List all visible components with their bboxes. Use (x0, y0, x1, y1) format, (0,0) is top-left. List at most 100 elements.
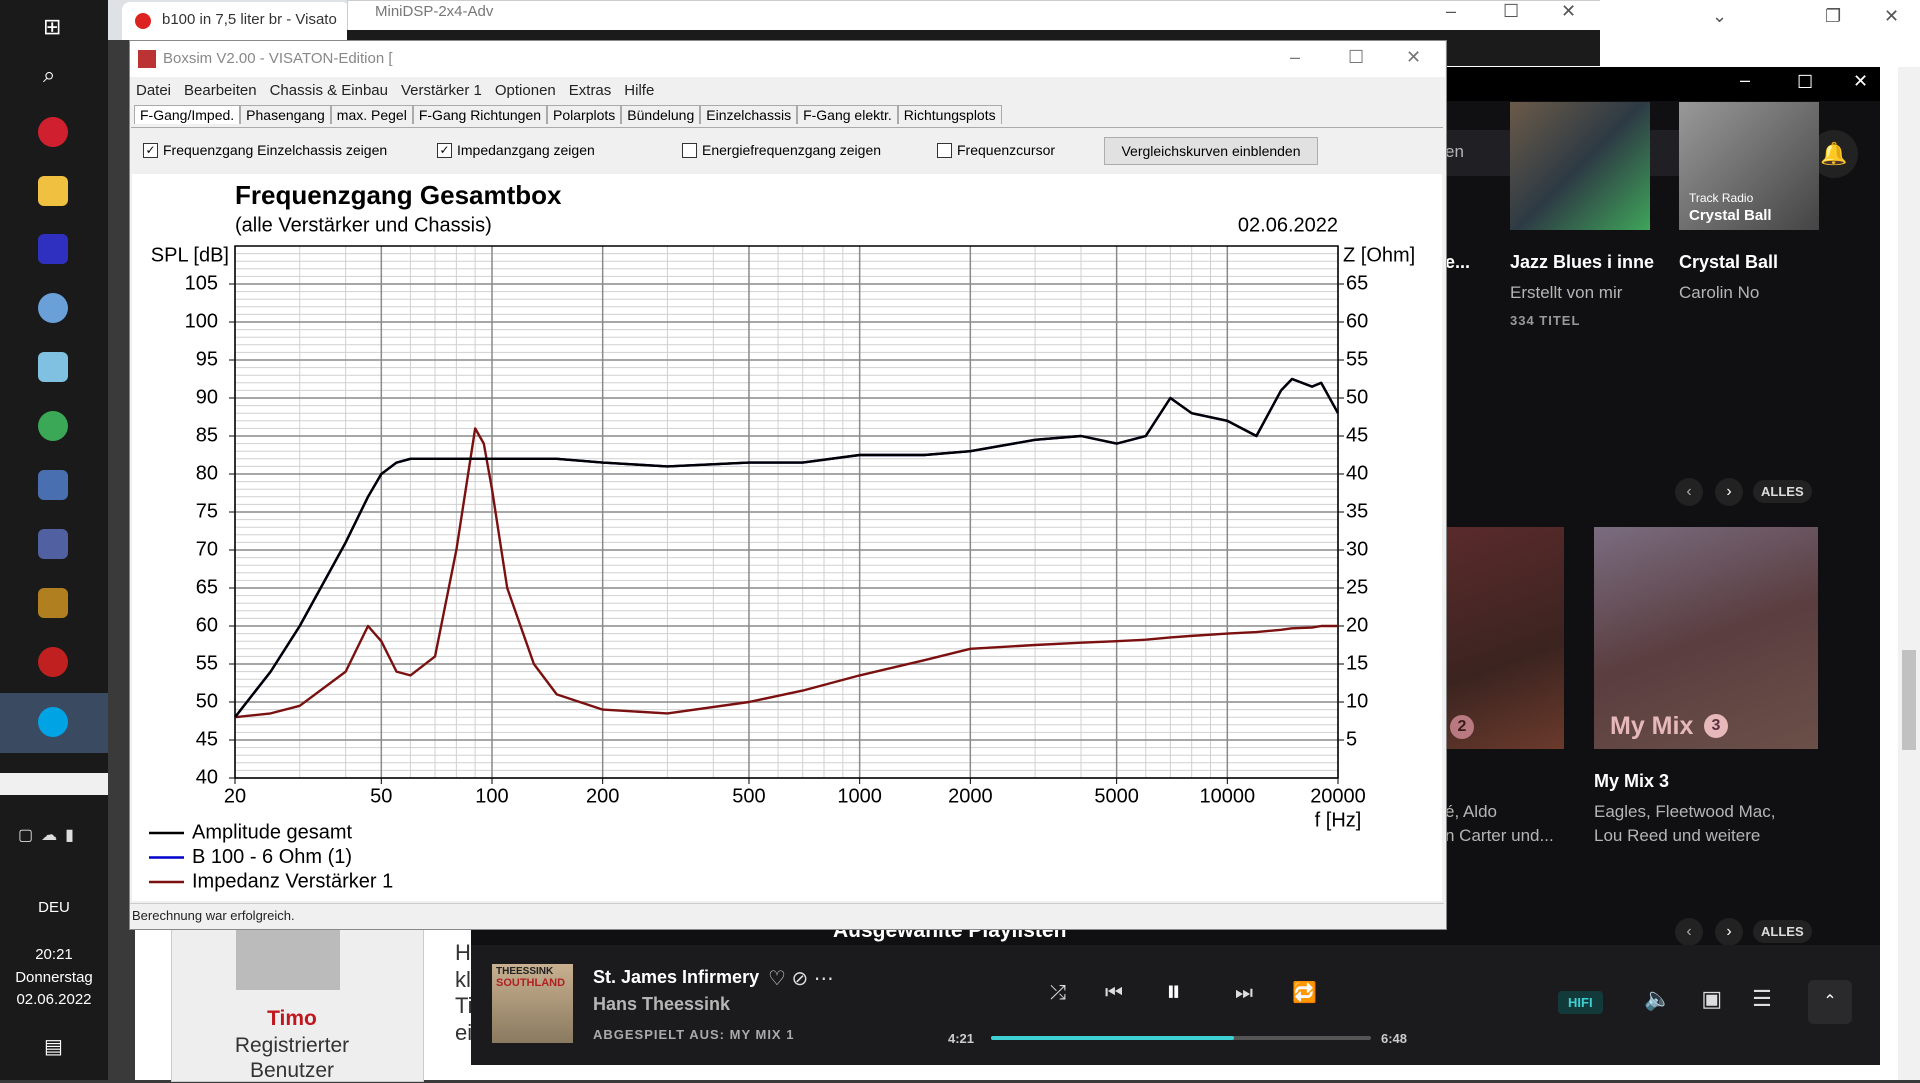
repeat[interactable]: 🔁 (1292, 982, 1317, 1004)
option-label[interactable]: Frequenzgang Einzelchassis zeigen (163, 142, 388, 158)
checkbox[interactable]: ✓ (143, 142, 158, 158)
clock-weekday[interactable]: Donnerstag (15, 969, 93, 986)
tab[interactable]: Bündelung (621, 105, 701, 124)
card1-cover[interactable] (1510, 102, 1650, 230)
tab[interactable]: Richtungsplots (897, 105, 1002, 124)
card-title[interactable]: Jazz Blues i inne (1510, 252, 1655, 272)
tab[interactable]: Polarplots (547, 105, 622, 124)
quality[interactable]: HIFI (1558, 991, 1603, 1014)
expand[interactable]: ⌃ (1808, 980, 1852, 1024)
app-icon[interactable] (38, 176, 68, 206)
app-icon[interactable] (38, 411, 68, 441)
music-close[interactable]: ✕ (1853, 71, 1869, 91)
player-tools[interactable]: 🔈▣☰ (1644, 986, 1802, 1011)
page-scrollbar[interactable] (1898, 67, 1920, 1080)
menu-item[interactable]: Hilfe (624, 82, 655, 99)
tab[interactable]: Einzelchassis (700, 105, 798, 124)
like[interactable]: ♡ ⊘ ⋯ (768, 968, 834, 990)
chrome-minimize[interactable]: ⌄ (1712, 6, 1728, 26)
tab[interactable]: F-Gang elektr. (797, 105, 898, 124)
minimize[interactable]: – (1446, 1, 1457, 21)
prev-button[interactable]: ‹ (1675, 478, 1703, 506)
shuffle[interactable]: ⤮ (1050, 982, 1066, 1004)
next-button[interactable]: › (1715, 918, 1743, 946)
search-text[interactable]: en (1445, 142, 1464, 161)
chrome-restore[interactable]: ❐ (1825, 6, 1842, 26)
tab-title[interactable]: b100 in 7,5 liter br - Visato (162, 11, 337, 28)
card-title[interactable]: Crystal Ball (1679, 252, 1779, 272)
tab[interactable]: F-Gang Richtungen (412, 105, 548, 124)
option-label[interactable]: Energiefrequenzgang zeigen (702, 142, 882, 158)
pause[interactable]: ⏸ (1166, 975, 1181, 1008)
album-title: SOUTHLAND (496, 977, 566, 989)
card-title[interactable]: e... (1445, 252, 1471, 272)
browser-tab[interactable] (122, 2, 350, 40)
checkbox[interactable] (682, 142, 697, 158)
menu-item[interactable]: Datei (136, 82, 172, 99)
next[interactable]: ⏭ (1235, 982, 1253, 1004)
x-tick-label: 50 (370, 785, 392, 807)
search[interactable]: ⌕ (43, 62, 56, 87)
app-icon[interactable] (38, 707, 68, 737)
close[interactable]: ✕ (1561, 1, 1577, 21)
album-art[interactable] (492, 964, 573, 1043)
option[interactable]: ✓ Frequenzgang Einzelchassis zeigen (143, 142, 387, 158)
option-label[interactable]: Frequenzcursor (957, 142, 1056, 158)
app-icon[interactable] (38, 529, 68, 559)
app-icon[interactable] (38, 470, 68, 500)
boxsim-close[interactable]: ✕ (1406, 47, 1422, 67)
option-label[interactable]: Impedanzgang zeigen (457, 142, 595, 158)
mix-left-cover[interactable] (1445, 527, 1564, 749)
option[interactable]: ✓ Impedanzgang zeigen (437, 142, 595, 158)
legend-label: Amplitude gesamt (192, 821, 353, 843)
notification-center[interactable]: ▤ (44, 1036, 63, 1058)
compare-button[interactable]: Vergleichskurven einblenden (1104, 137, 1318, 165)
app-icon[interactable] (38, 647, 68, 677)
option[interactable]: Energiefrequenzgang zeigen (682, 142, 881, 158)
clock-date[interactable]: 02.06.2022 (16, 991, 92, 1008)
boxsim-maximize[interactable]: ☐ (1348, 47, 1365, 67)
tray-icons[interactable]: ▢☁▮ (18, 827, 82, 844)
y-tick-label: 75 (196, 500, 218, 522)
x-tick-label: 500 (732, 785, 765, 807)
app-icon[interactable] (38, 234, 68, 264)
maximize[interactable]: ☐ (1503, 1, 1520, 21)
menu-item[interactable]: Optionen (494, 82, 556, 99)
see-all[interactable]: ALLES (1753, 920, 1812, 943)
see-all[interactable]: ALLES (1753, 480, 1812, 503)
menu-item[interactable]: Verstärker 1 (401, 82, 482, 99)
tab[interactable]: Phasengang (240, 105, 331, 124)
card2-cover[interactable] (1679, 102, 1819, 230)
chrome-close[interactable]: ✕ (1884, 6, 1900, 26)
checkbox[interactable] (937, 142, 952, 158)
app-icon[interactable] (38, 117, 68, 147)
tab[interactable]: max. Pegel (330, 105, 413, 124)
music-minimize[interactable]: – (1740, 70, 1751, 90)
checkbox[interactable]: ✓ (437, 142, 452, 158)
user-name[interactable]: Timo (267, 1007, 317, 1030)
tab[interactable]: F-Gang/Imped. (134, 105, 241, 124)
source[interactable]: ABGESPIELT AUS: MY MIX 1 (593, 1027, 795, 1042)
music-maximize[interactable]: ☐ (1797, 72, 1814, 92)
artist[interactable]: Hans Theessink (593, 994, 731, 1014)
app-icon[interactable] (38, 352, 68, 382)
language[interactable]: DEU (38, 899, 70, 916)
app-icon[interactable] (38, 588, 68, 618)
option[interactable]: Frequenzcursor (937, 142, 1055, 158)
boxsim-minimize[interactable]: – (1290, 47, 1301, 67)
menu-item[interactable]: Chassis & Einbau (269, 82, 388, 99)
track-title[interactable]: St. James Infirmery (593, 967, 760, 987)
mix-subtitle: n Carter und... (1445, 826, 1554, 845)
menu-item[interactable]: Extras (568, 82, 612, 99)
previous[interactable]: ⏮ (1105, 982, 1123, 1004)
prev-button[interactable]: ‹ (1675, 918, 1703, 946)
menu-item[interactable]: Bearbeiten (184, 82, 257, 99)
start[interactable]: ⊞ (43, 14, 62, 39)
app-icon[interactable] (38, 293, 68, 323)
clock-time[interactable]: 20:21 (35, 946, 73, 963)
next-button[interactable]: › (1715, 478, 1743, 506)
mix-title[interactable]: My Mix 3 (1594, 771, 1670, 791)
mix3-cover[interactable] (1594, 527, 1818, 749)
scroll-thumb[interactable] (1902, 650, 1916, 750)
